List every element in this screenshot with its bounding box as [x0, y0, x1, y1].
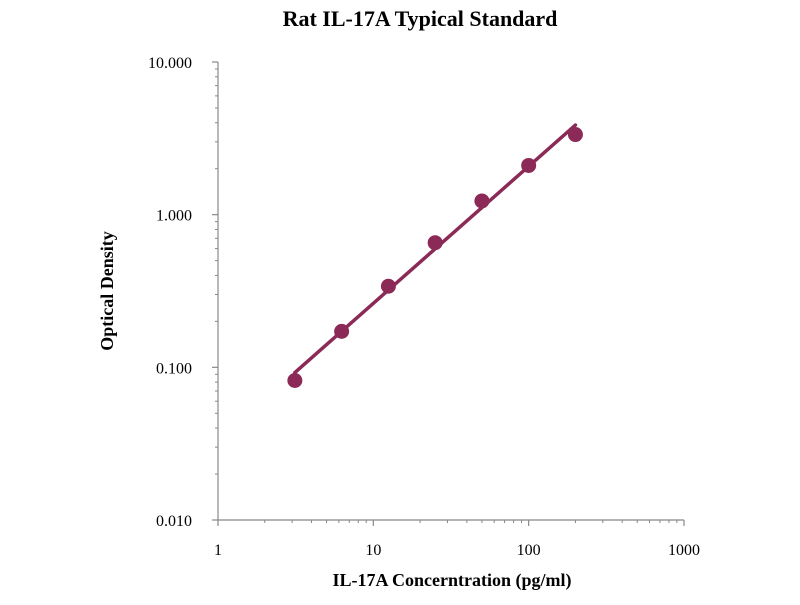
x-axis-title: IL-17A Concerntration (pg/ml) [333, 570, 572, 591]
data-point [474, 193, 490, 209]
x-tick-label: 10 [365, 542, 381, 559]
data-point [380, 278, 396, 294]
data-points-layer [287, 127, 583, 388]
y-axis-title: Optical Density [97, 231, 117, 351]
data-point [334, 323, 350, 339]
x-axis-ticks [217, 520, 685, 526]
y-axis-ticks [212, 61, 218, 521]
data-point [287, 372, 303, 388]
y-tick-label: 10.000 [148, 55, 192, 72]
data-point [427, 235, 443, 251]
y-axis-tick-labels: 0.010 0.100 1.000 10.000 [148, 55, 192, 530]
x-tick-label: 1000 [668, 542, 700, 559]
chart-title: Rat IL-17A Typical Standard [283, 6, 558, 31]
data-point [521, 157, 537, 173]
y-tick-label: 1.000 [156, 208, 192, 225]
data-point [567, 127, 583, 143]
y-tick-label: 0.100 [156, 360, 192, 377]
axes [217, 62, 684, 521]
x-tick-label: 1 [214, 542, 222, 559]
x-axis-tick-labels: 1 10 100 1000 [214, 542, 700, 559]
y-tick-label: 0.010 [156, 513, 192, 530]
x-tick-label: 100 [517, 542, 541, 559]
